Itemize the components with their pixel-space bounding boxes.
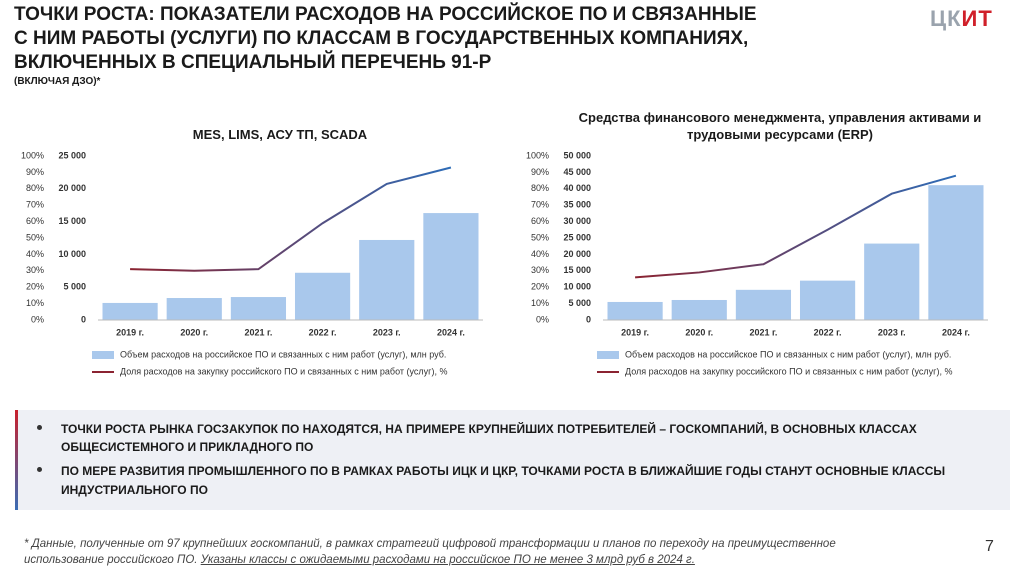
title-line: ВКЛЮЧЕННЫХ В СПЕЦИАЛЬНЫЙ ПЕРЕЧЕНЬ 91-Р <box>14 52 492 73</box>
bar <box>864 243 920 320</box>
bullet-dot <box>37 467 42 472</box>
footnote-emphasis: Указаны классы с ожидаемыми расходами на… <box>200 554 695 566</box>
x-tick-label: 2022 г. <box>309 327 337 337</box>
title-line: С НИМ РАБОТЫ (УСЛУГИ) ПО КЛАССАМ В ГОСУД… <box>14 28 749 49</box>
bullet-text: ТОЧКИ РОСТА РЫНКА ГОСЗАКУПОК ПО НАХОДЯТС… <box>61 422 917 436</box>
x-tick-label: 2019 г. <box>621 327 649 337</box>
y-tick-label: 10 000 <box>563 282 591 292</box>
y2-tick-label: 50% <box>531 232 549 242</box>
y2-tick-label: 10% <box>531 298 549 308</box>
legend-label: Объем расходов на российское ПО и связан… <box>120 349 446 359</box>
bar <box>294 272 351 320</box>
bullet-dot <box>37 425 42 430</box>
x-tick-label: 2022 г. <box>814 327 842 337</box>
y2-tick-label: 90% <box>26 167 44 177</box>
y-tick-label: 45 000 <box>563 167 591 177</box>
y-tick-label: 25 000 <box>563 232 591 242</box>
bullet-text: ПО МЕРЕ РАЗВИТИЯ ПРОМЫШЛЕННОГО ПО В РАМК… <box>61 464 946 478</box>
y2-tick-label: 70% <box>26 200 44 210</box>
bar <box>230 297 287 320</box>
y2-tick-label: 20% <box>531 282 549 292</box>
y2-tick-label: 50% <box>26 232 44 242</box>
line-series <box>635 174 957 279</box>
y-tick-label: 35 000 <box>563 200 591 210</box>
footnote: * Данные, полученные от 97 крупнейших го… <box>24 538 836 550</box>
legend-swatch <box>597 351 619 359</box>
y2-tick-label: 60% <box>531 216 549 226</box>
bar <box>359 239 415 320</box>
footnote-text: использование российского ПО. <box>24 554 201 566</box>
x-tick-label: 2024 г. <box>942 327 970 337</box>
y2-tick-label: 30% <box>531 265 549 275</box>
bar <box>102 302 158 320</box>
y2-tick-label: 40% <box>26 249 44 259</box>
y-tick-label: 10 000 <box>58 249 86 259</box>
chart-title: MES, LIMS, АСУ ТП, SCADA <box>192 127 368 142</box>
y2-tick-label: 90% <box>531 167 549 177</box>
line-series <box>130 166 452 272</box>
y2-tick-label: 10% <box>26 298 44 308</box>
bar <box>799 280 856 320</box>
y2-tick-label: 100% <box>21 150 44 160</box>
legend-label: Доля расходов на закупку российского ПО … <box>625 366 952 376</box>
y-tick-label: 25 000 <box>58 150 86 160</box>
y2-tick-label: 0% <box>31 314 44 324</box>
bar <box>607 301 663 320</box>
x-tick-label: 2023 г. <box>878 327 906 337</box>
bar <box>735 289 792 320</box>
y-tick-label: 15 000 <box>563 265 591 275</box>
title-line: ТОЧКИ РОСТА: ПОКАЗАТЕЛИ РАСХОДОВ НА РОСС… <box>14 4 757 25</box>
footnote: использование российского ПО. Указаны кл… <box>24 554 695 566</box>
x-tick-label: 2019 г. <box>116 327 144 337</box>
bar <box>671 299 727 320</box>
logo: ЦКИТ <box>930 6 993 32</box>
logo-part: ИТ <box>961 6 993 31</box>
y2-tick-label: 30% <box>26 265 44 275</box>
x-tick-label: 2024 г. <box>437 327 465 337</box>
bullet-text: ИНДУСТРИАЛЬНОГО ПО <box>61 483 208 497</box>
bar <box>928 185 984 320</box>
y2-tick-label: 0% <box>536 314 549 324</box>
bar <box>423 213 479 320</box>
y-tick-label: 50 000 <box>563 150 591 160</box>
y2-tick-label: 70% <box>531 200 549 210</box>
legend-swatch <box>92 351 114 359</box>
subtitle: (ВКЛЮЧАЯ ДЗО)* <box>14 76 101 87</box>
chart: 0 5 000 10 000 15 000 20 000 25 000 30 000 35 0… <box>526 150 988 376</box>
y2-tick-label: 40% <box>531 249 549 259</box>
logo-part: ЦК <box>930 6 962 31</box>
x-tick-label: 2021 г. <box>244 327 272 337</box>
y-tick-label: 5 000 <box>63 282 86 292</box>
bar <box>166 298 222 320</box>
legend-label: Доля расходов на закупку российского ПО … <box>120 366 447 376</box>
y-tick-label: 0 <box>81 314 86 324</box>
chart: 0 5 000 10 000 15 000 20 000 25 000 0% 10% 20% 30… <box>21 150 483 376</box>
x-tick-label: 2021 г. <box>749 327 777 337</box>
y-tick-label: 5 000 <box>568 298 591 308</box>
legend-label: Объем расходов на российское ПО и связан… <box>625 349 951 359</box>
y2-tick-label: 20% <box>26 282 44 292</box>
x-tick-label: 2023 г. <box>373 327 401 337</box>
chart-title: Средства финансового менеджмента, управл… <box>578 110 982 142</box>
y-tick-label: 0 <box>586 314 591 324</box>
y2-tick-label: 100% <box>526 150 549 160</box>
y-tick-label: 20 000 <box>58 183 86 193</box>
y2-tick-label: 80% <box>26 183 44 193</box>
y-tick-label: 30 000 <box>563 216 591 226</box>
x-tick-label: 2020 г. <box>685 327 713 337</box>
x-tick-label: 2020 г. <box>180 327 208 337</box>
y-tick-label: 20 000 <box>563 249 591 259</box>
accent-bar <box>15 410 18 510</box>
bullet-box: ТОЧКИ РОСТА РЫНКА ГОСЗАКУПОК ПО НАХОДЯТС… <box>15 410 1010 510</box>
y2-tick-label: 80% <box>531 183 549 193</box>
y-tick-label: 15 000 <box>58 216 86 226</box>
page-number: 7 <box>985 538 994 555</box>
y-tick-label: 40 000 <box>563 183 591 193</box>
bullet-text: ОБЩЕСИСТЕМНОГО И ПРИКЛАДНОГО ПО <box>61 440 314 454</box>
y2-tick-label: 60% <box>26 216 44 226</box>
